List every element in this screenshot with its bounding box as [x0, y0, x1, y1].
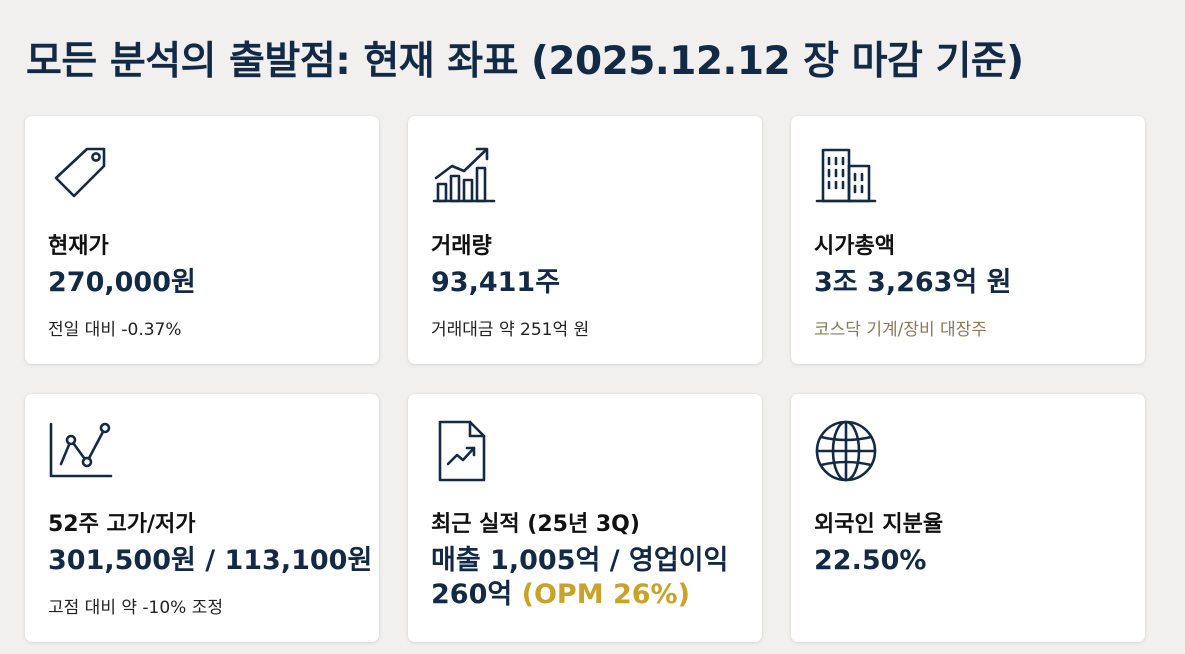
card-label: 시가총액	[814, 234, 895, 259]
card-value: 매출 1,005억 / 영업이익 260억 (OPM 26%)	[431, 544, 751, 612]
card-label: 최근 실적 (25년 3Q)	[431, 512, 640, 537]
card-value: 22.50%	[814, 545, 927, 576]
volume-bar-chart-icon	[430, 140, 496, 206]
card-value-main: 매출 1,005억 / 영업이익 260억	[431, 545, 729, 610]
card-52-week-range: 52주 고가/저가 301,500원 / 113,100원 고점 대비 약 -1…	[25, 394, 379, 642]
card-label: 거래량	[431, 234, 492, 259]
opm-accent: (OPM 26%)	[521, 579, 690, 610]
card-value: 3조 3,263억 원	[814, 267, 1012, 298]
card-foreign-ownership: 외국인 지분율 22.50%	[791, 394, 1145, 642]
card-value: 270,000원	[48, 267, 196, 298]
card-value: 93,411주	[431, 267, 561, 298]
report-document-icon	[430, 418, 496, 484]
card-sub: 코스닥 기계/장비 대장주	[814, 320, 987, 340]
line-chart-icon	[47, 418, 113, 484]
price-tag-icon	[47, 140, 113, 206]
card-current-price: 현재가 270,000원 전일 대비 -0.37%	[25, 116, 379, 364]
page-title: 모든 분석의 출발점: 현재 좌표 (2025.12.12 장 마감 기준)	[26, 39, 1024, 84]
card-market-cap: 시가총액 3조 3,263억 원 코스닥 기계/장비 대장주	[791, 116, 1145, 364]
card-value: 301,500원 / 113,100원	[48, 545, 373, 576]
card-sub: 고점 대비 약 -10% 조정	[48, 598, 224, 618]
card-volume: 거래량 93,411주 거래대금 약 251억 원	[408, 116, 762, 364]
card-label: 현재가	[48, 234, 109, 259]
globe-icon	[813, 418, 879, 484]
card-recent-earnings: 최근 실적 (25년 3Q) 매출 1,005억 / 영업이익 260억 (OP…	[408, 394, 762, 642]
card-sub: 거래대금 약 251억 원	[431, 320, 590, 340]
building-icon	[813, 140, 879, 206]
card-sub: 전일 대비 -0.37%	[48, 320, 182, 340]
card-label: 외국인 지분율	[814, 512, 944, 537]
card-label: 52주 고가/저가	[48, 512, 196, 537]
